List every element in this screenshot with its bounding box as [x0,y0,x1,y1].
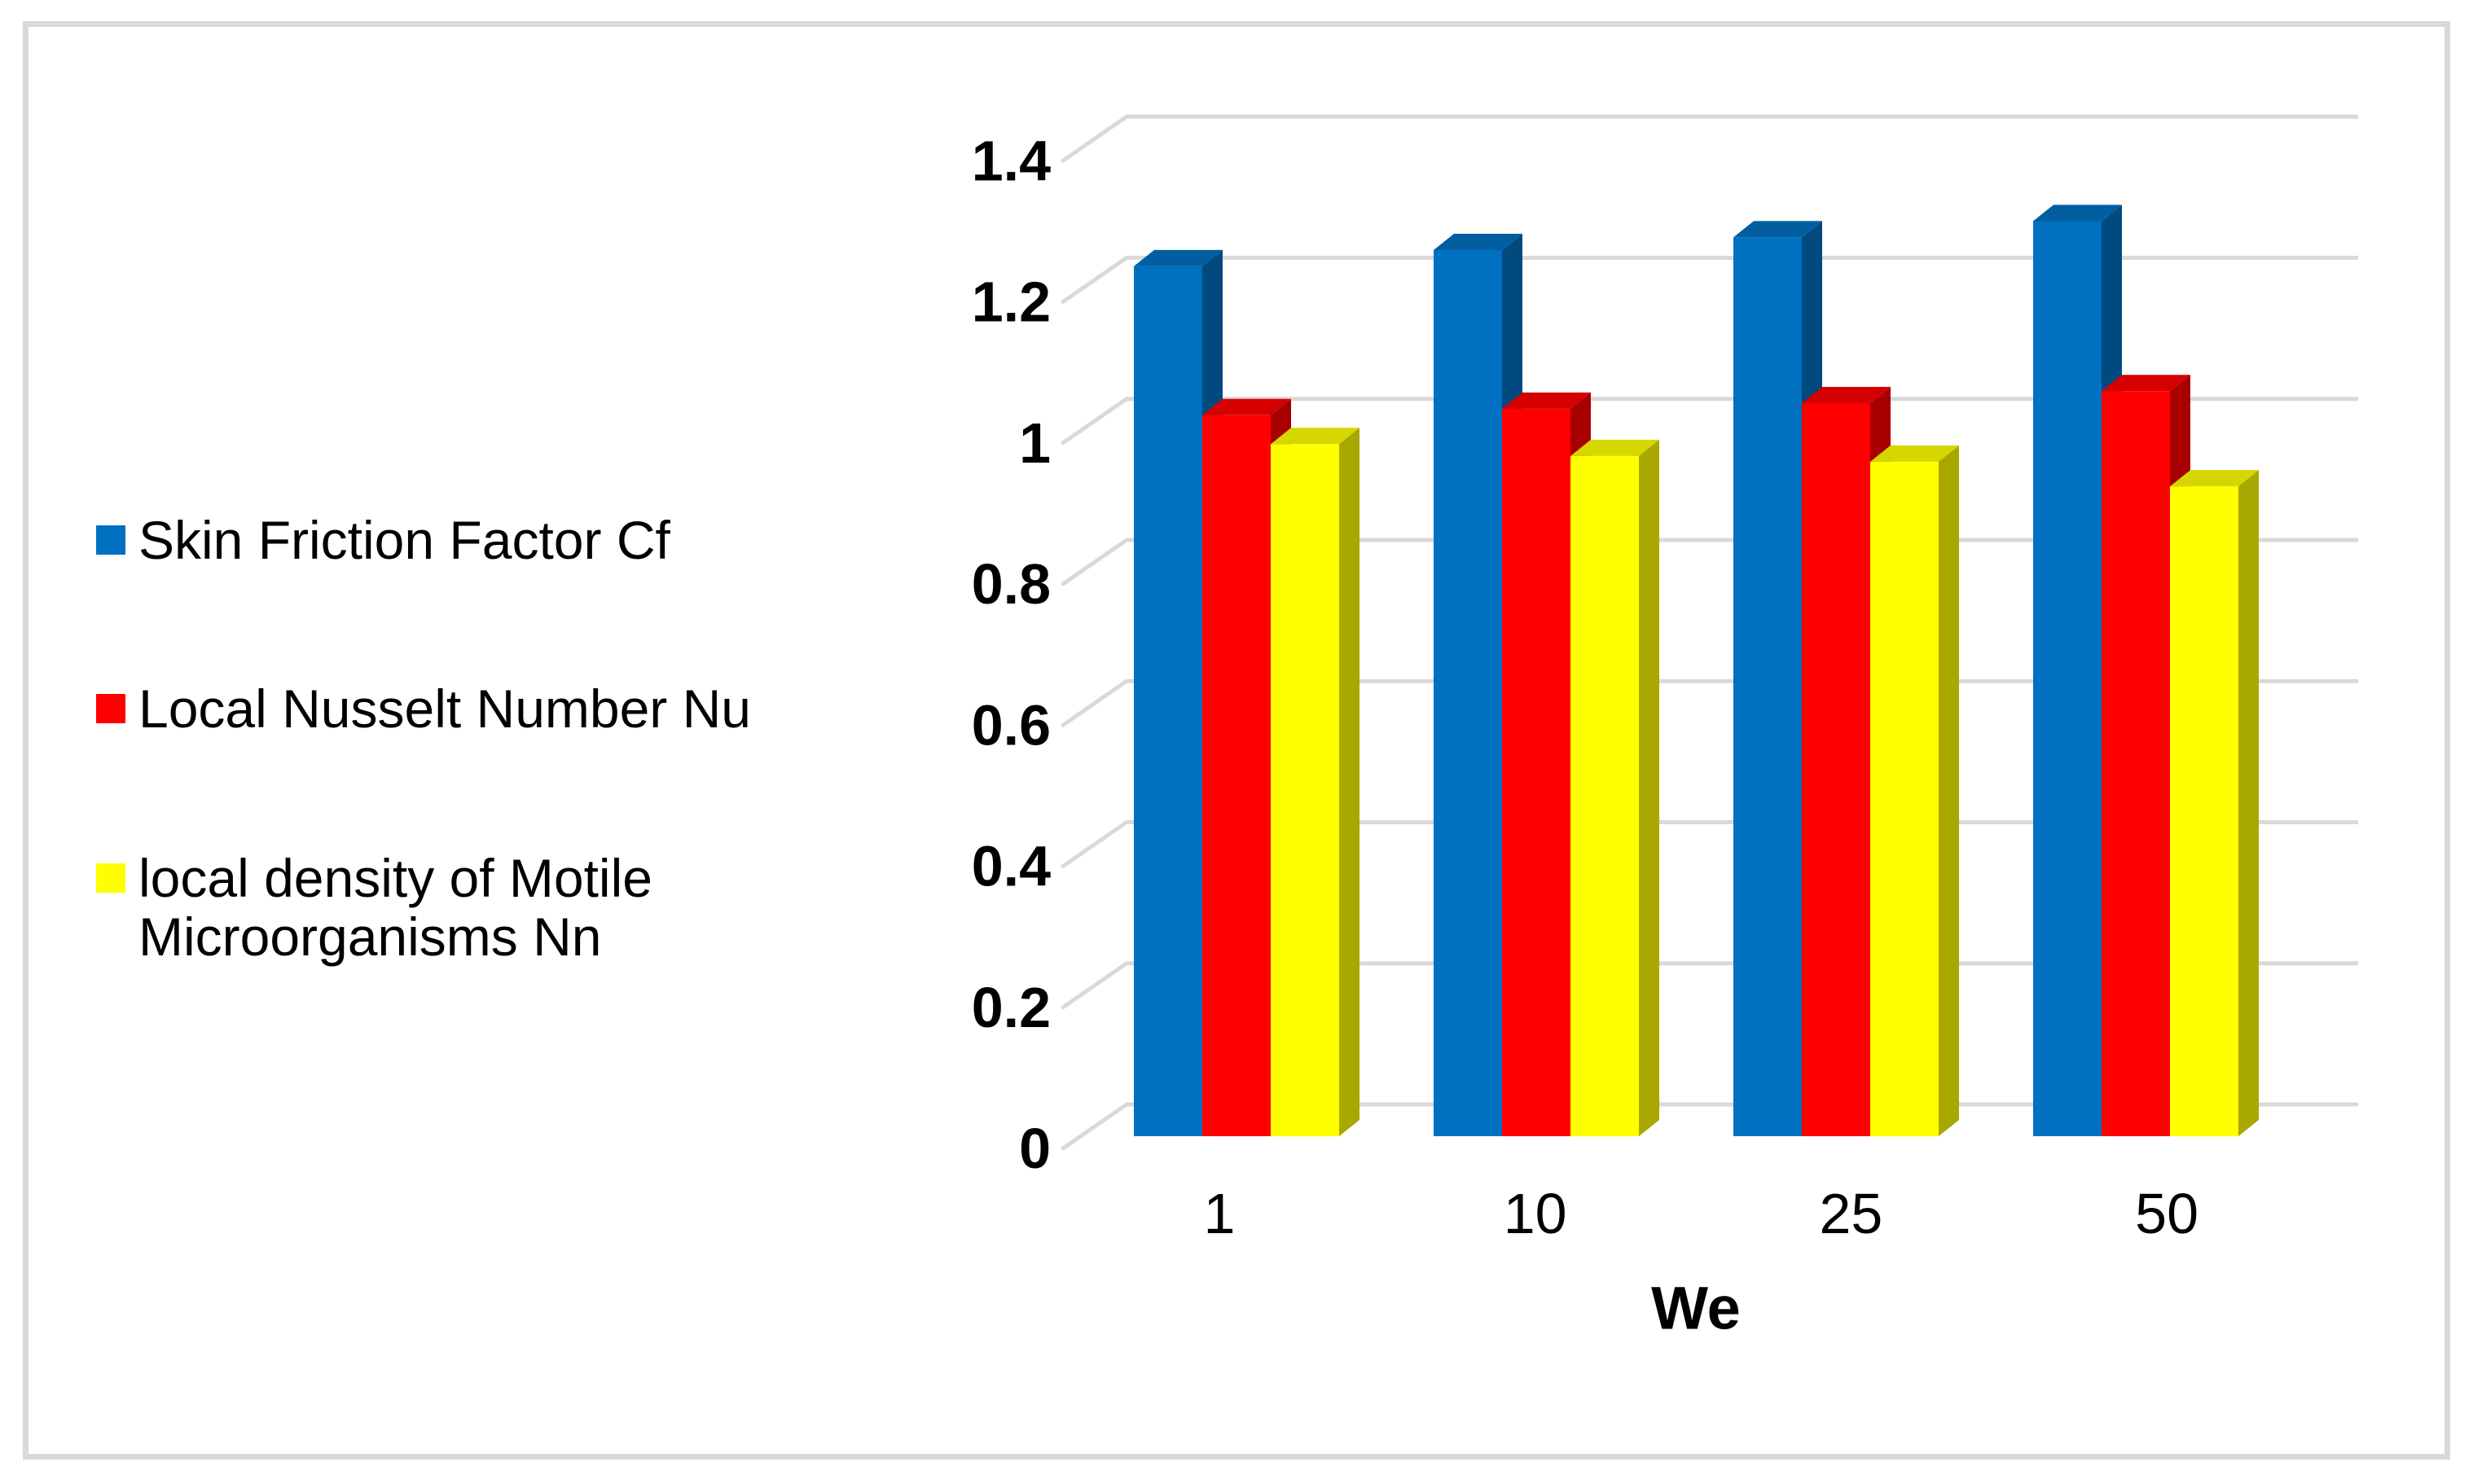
bar-series2-we50-top-face [2170,470,2259,487]
bar-series1-we25-front-face [1802,402,1870,1136]
bar-series2-we10-front-face [1570,455,1639,1136]
bar-series0-we25-front-face [1733,237,1802,1137]
legend-swatch-nusselt [96,694,125,723]
bar-series2-we1-side-face [1339,428,1359,1136]
legend-item-skin-friction: Skin Friction Factor Cf [96,511,806,569]
y-axis-tick-label-1: 1 [1019,411,1051,475]
bar-series2-we25-side-face [1939,445,1959,1136]
bar-series2-we25-top-face [1870,445,1959,462]
bar-series0-we50-front-face [2033,221,2102,1136]
bar-series0-we25-top-face [1733,221,1822,238]
legend-item-microorganisms: local density of Motile Microorganisms N… [96,849,806,966]
bar-series1-we1-top-face [1202,398,1291,415]
y-axis-tick-label-1.4: 1.4 [972,129,1051,192]
x-axis-tick-label-10: 10 [1504,1182,1567,1245]
y-axis-tick-label-0.4: 0.4 [972,835,1051,898]
bar-series2-we50-front-face [2170,486,2238,1136]
bar-series0-we10-top-face [1434,233,1522,250]
bar-series0-we10-front-face [1434,249,1502,1136]
x-axis-title: We [1651,1275,1741,1342]
x-axis-tick-label-1: 1 [1204,1182,1236,1245]
legend-swatch-microorganisms [96,863,125,893]
bar-series1-we50-top-face [2102,375,2190,392]
x-axis-tick-label-25: 25 [1819,1182,1882,1245]
legend-label-microorganisms: local density of Motile Microorganisms N… [138,848,652,967]
legend-item-nusselt: Local Nusselt Number Nu [96,679,806,738]
gridline-1.2 [1061,256,2359,304]
bar-series1-we25-top-face [1802,386,1891,403]
legend-label-skin-friction: Skin Friction Factor Cf [138,510,670,570]
bar-series2-we1-front-face [1271,444,1339,1136]
y-axis-tick-label-0.2: 0.2 [972,976,1051,1039]
bar-series1-we10-top-face [1502,392,1591,409]
bar-series0-we1-top-face [1134,249,1223,266]
y-axis-tick-label-0.6: 0.6 [972,693,1051,757]
bar-series0-we1-front-face [1134,266,1202,1136]
x-axis-tick-label-50: 50 [2135,1182,2198,1245]
bar-series2-we10-top-face [1570,439,1659,456]
gridline-1 [1061,397,2359,446]
bar-series2-we10-side-face [1639,439,1659,1136]
legend-label-nusselt: Local Nusselt Number Nu [138,678,751,739]
bar-series2-we50-side-face [2238,470,2259,1136]
gridline-1.4 [1061,114,2359,163]
y-axis-tick-label-0: 0 [1019,1117,1051,1180]
bar-series1-we1-front-face [1202,415,1271,1136]
bar-series2-we1-top-face [1271,428,1359,445]
legend-swatch-skin-friction [96,525,125,555]
bar-series0-we50-top-face [2033,204,2122,222]
bar-series2-we25-front-face [1870,461,1939,1136]
bar-series1-we50-front-face [2102,391,2170,1136]
y-axis-tick-label-0.8: 0.8 [972,552,1051,616]
bar-series1-we10-front-face [1502,408,1570,1136]
y-axis-tick-label-1.2: 1.2 [972,270,1051,334]
